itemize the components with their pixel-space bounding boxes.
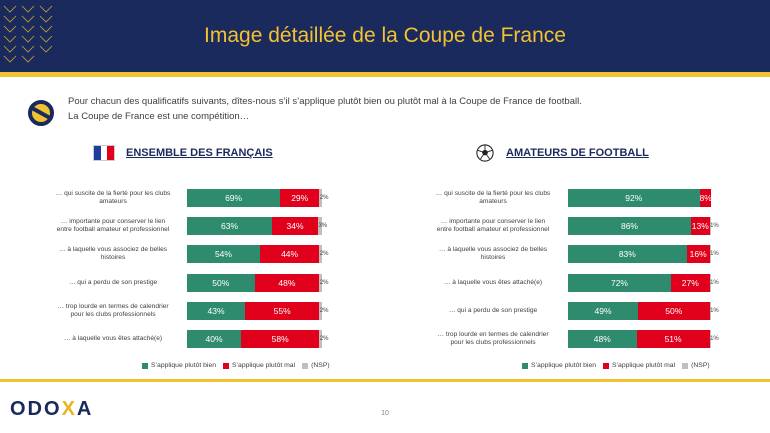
legend-swatch-mal — [223, 362, 229, 369]
question-text: Pour chacun des qualificatifs suivants, … — [68, 94, 748, 124]
legend-label-bien: S’applique plutôt bien — [531, 362, 596, 369]
data-label-nsp: 2% — [319, 280, 329, 286]
bar-segment-mal: 51% — [636, 330, 710, 348]
category-label: … trop lourde en termes de calendrier pou… — [57, 302, 169, 318]
bar-segment-nsp — [319, 302, 322, 320]
data-label-nsp: 1% — [710, 251, 719, 257]
category-label: … qui a perdu de son prestige — [448, 306, 538, 314]
bar-segment-mal: 16% — [686, 245, 710, 263]
category-label: … qui a perdu de son prestige — [68, 278, 158, 286]
herringbone-pattern — [3, 5, 53, 63]
footer-accent-line — [0, 379, 770, 382]
bar-segment-nsp — [709, 245, 711, 263]
page-number: 10 — [381, 410, 389, 417]
football-icon — [476, 144, 494, 162]
header-accent-band — [0, 72, 770, 77]
legend-francais: S’applique plutôt bien S’applique plutôt… — [142, 362, 337, 369]
bar-segment-nsp — [709, 217, 711, 235]
bar-segment-mal: 55% — [245, 302, 320, 320]
bar-segment-bien: 63% — [187, 217, 273, 235]
legend-item-bien: S’applique plutôt bien — [522, 362, 596, 369]
bar-segment-bien: 43% — [187, 302, 246, 320]
category-label: … à laquelle vous associez de belles hist… — [438, 245, 548, 261]
odoxa-mark-icon — [28, 100, 54, 126]
data-label-nsp: 2% — [319, 195, 329, 201]
data-label-nsp: 2% — [319, 336, 329, 342]
legend-amateurs: S’applique plutôt bien S’applique plutôt… — [522, 362, 717, 369]
bar-segment-mal: 29% — [280, 189, 320, 207]
data-label-nsp: 2% — [319, 251, 329, 257]
header-bar: Image détaillée de la Coupe de France — [0, 0, 770, 72]
category-label: … à laquelle vous associez de belles hist… — [58, 245, 168, 261]
legend-label-nsp: (NSP) — [691, 362, 710, 369]
bar-segment-mal: 13% — [690, 217, 710, 235]
bar-segment-bien: 48% — [568, 330, 637, 348]
category-label: … importante pour conserver le lien entre… — [436, 217, 550, 233]
category-label: … qui suscite de la fierté pour les club… — [435, 189, 551, 205]
category-label: … à laquelle vous êtes attaché(e) — [63, 334, 163, 342]
legend-item-mal: S’applique plutôt mal — [603, 362, 675, 369]
bar-segment-bien: 49% — [568, 302, 639, 320]
french-flag-icon — [93, 145, 115, 161]
bar-segment-bien: 40% — [187, 330, 241, 348]
bar-segment-nsp — [709, 302, 711, 320]
legend-item-mal: S’applique plutôt mal — [223, 362, 295, 369]
legend-swatch-bien — [142, 362, 148, 369]
data-label-nsp: 1% — [710, 308, 719, 314]
odoxa-logo: ODOXA — [10, 398, 94, 420]
bar-segment-mal: 50% — [638, 302, 710, 320]
legend-swatch-mal — [603, 362, 609, 369]
bar-segment-bien: 92% — [568, 189, 700, 207]
bar-segment-bien: 86% — [568, 217, 691, 235]
bar-segment-nsp — [317, 217, 322, 235]
bar-segment-nsp — [319, 330, 322, 348]
data-label-nsp: 1% — [710, 280, 719, 286]
legend-swatch-nsp — [682, 362, 689, 369]
bar-segment-mal: 58% — [241, 330, 320, 348]
legend-label-mal: S’applique plutôt mal — [232, 362, 296, 369]
bar-segment-nsp — [319, 189, 322, 207]
panel-title-amateurs: AMATEURS DE FOOTBALL — [506, 147, 649, 159]
legend-item-bien: S’applique plutôt bien — [142, 362, 216, 369]
bar-segment-nsp — [709, 330, 711, 348]
bar-segment-mal: 27% — [670, 274, 710, 292]
bar-segment-bien: 69% — [187, 189, 281, 207]
legend-label-bien: S’applique plutôt bien — [151, 362, 216, 369]
legend-label-nsp: (NSP) — [311, 362, 330, 369]
bar-segment-nsp — [319, 274, 322, 292]
bar-segment-mal: 8% — [699, 189, 711, 207]
bar-segment-mal: 48% — [254, 274, 320, 292]
bar-segment-mal: 44% — [259, 245, 320, 263]
legend-item-nsp: (NSP) — [682, 362, 710, 369]
legend-swatch-bien — [522, 362, 528, 369]
bar-segment-bien: 72% — [568, 274, 671, 292]
data-label-nsp: 2% — [319, 308, 329, 314]
data-label-nsp: 1% — [710, 336, 719, 342]
bar-segment-nsp — [709, 274, 711, 292]
legend-swatch-nsp — [302, 362, 309, 369]
data-label-nsp: 3% — [318, 223, 328, 229]
panel-title-francais: ENSEMBLE DES FRANÇAIS — [126, 147, 273, 159]
bar-segment-bien: 54% — [187, 245, 260, 263]
category-label: … à laquelle vous êtes attaché(e) — [443, 278, 543, 286]
category-label: … trop lourde en termes de calendrier pou… — [437, 330, 549, 346]
page-title: Image détaillée de la Coupe de France — [204, 24, 566, 47]
question-line-2: La Coupe de France est une compétition… — [68, 111, 250, 122]
bar-segment-bien: 50% — [187, 274, 255, 292]
legend-item-nsp: (NSP) — [302, 362, 330, 369]
category-label: … importante pour conserver le lien entre… — [56, 217, 170, 233]
question-line-1: Pour chacun des qualificatifs suivants, … — [68, 96, 582, 107]
category-label: … qui suscite de la fierté pour les club… — [55, 189, 171, 205]
bar-segment-bien: 83% — [568, 245, 687, 263]
bar-segment-mal: 34% — [272, 217, 318, 235]
legend-label-mal: S’applique plutôt mal — [612, 362, 676, 369]
bar-segment-nsp — [319, 245, 322, 263]
data-label-nsp: 1% — [710, 223, 719, 229]
